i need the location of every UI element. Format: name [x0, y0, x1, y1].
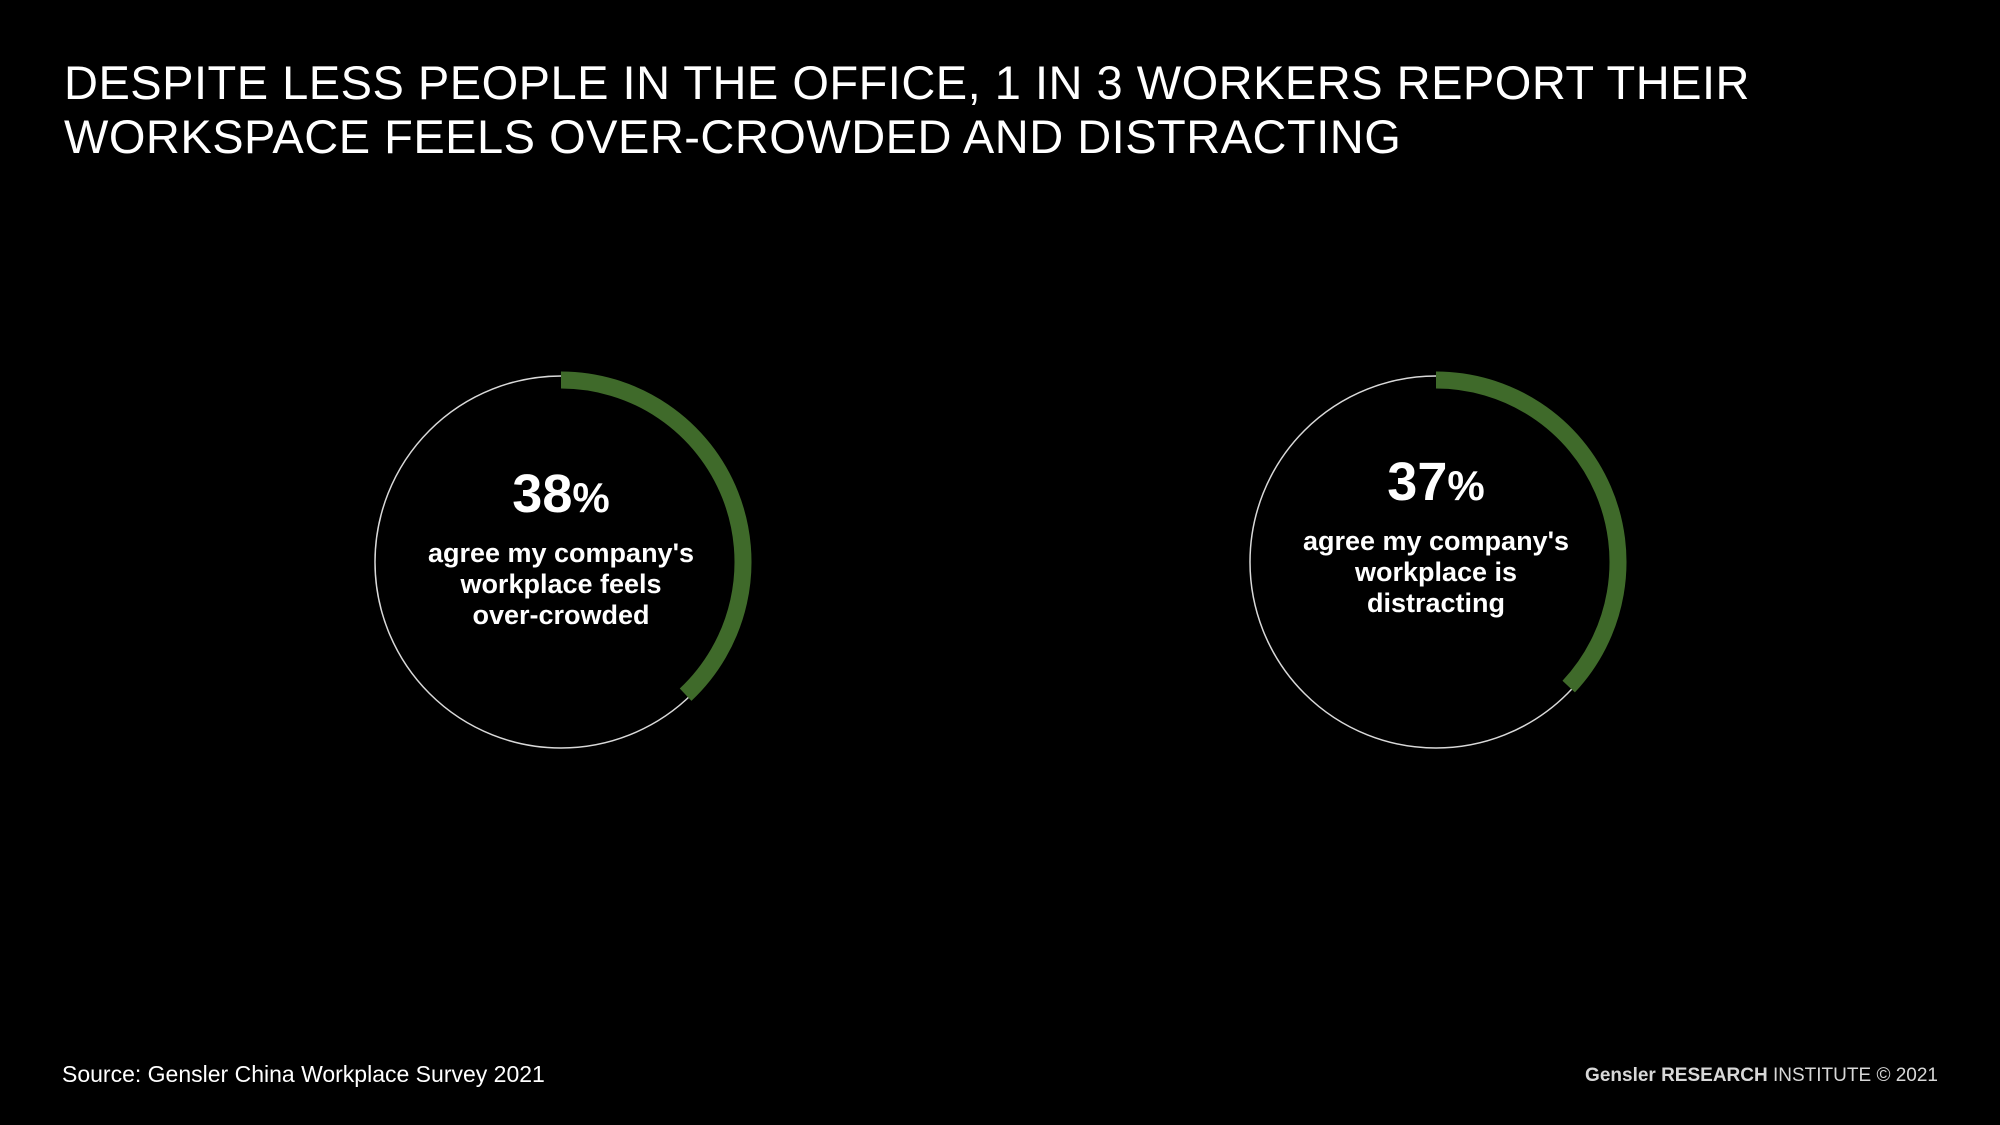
donut-1-value-number: 38 — [512, 464, 573, 524]
donut-1-value: 38% — [351, 464, 771, 528]
credit-rest: INSTITUTE © 2021 — [1767, 1065, 1938, 1086]
donut-2-caption: agree my company's workplace is distract… — [1286, 526, 1586, 619]
source-note: Source: Gensler China Workplace Survey 2… — [62, 1061, 545, 1087]
credit-footer: Gensler RESEARCH INSTITUTE © 2021 — [1585, 1063, 1938, 1089]
title-line-2: WORKSPACE FEELS OVER-CROWDED AND DISTRAC… — [64, 110, 1402, 163]
donut-chart-distracting: 37% agree my company's workplace is dist… — [1226, 352, 1646, 772]
donut-1-caption: agree my company's workplace feels over-… — [411, 538, 711, 631]
donut-2-svg — [1249, 371, 1627, 749]
donut-1-arc — [560, 371, 752, 701]
donut-2-value: 37% — [1226, 452, 1646, 516]
donut-1-caption-line-2: workplace feels — [460, 569, 662, 599]
donut-2-arc — [1435, 371, 1627, 693]
donut-chart-over-crowded: 38% agree my company's workplace feels o… — [351, 352, 771, 772]
donut-2-caption-line-1: agree my company's — [1302, 526, 1570, 556]
donut-1-svg — [374, 371, 752, 749]
credit-brand: Gensler RESEARCH — [1585, 1065, 1768, 1086]
title-line-1: DESPITE LESS PEOPLE IN THE OFFICE, 1 IN … — [64, 56, 1750, 109]
donut-1-value-unit: % — [572, 474, 610, 521]
donut-1-caption-line-1: agree my company's — [427, 538, 695, 568]
donut-2-value-unit: % — [1447, 462, 1485, 509]
donut-2-caption-line-3: distracting — [1366, 588, 1506, 618]
donut-2-value-number: 37 — [1387, 452, 1448, 512]
donut-1-caption-line-3: over-crowded — [472, 600, 650, 630]
donut-2-caption-line-2: workplace is — [1354, 557, 1518, 587]
page-title: DESPITE LESS PEOPLE IN THE OFFICE, 1 IN … — [64, 56, 1764, 164]
